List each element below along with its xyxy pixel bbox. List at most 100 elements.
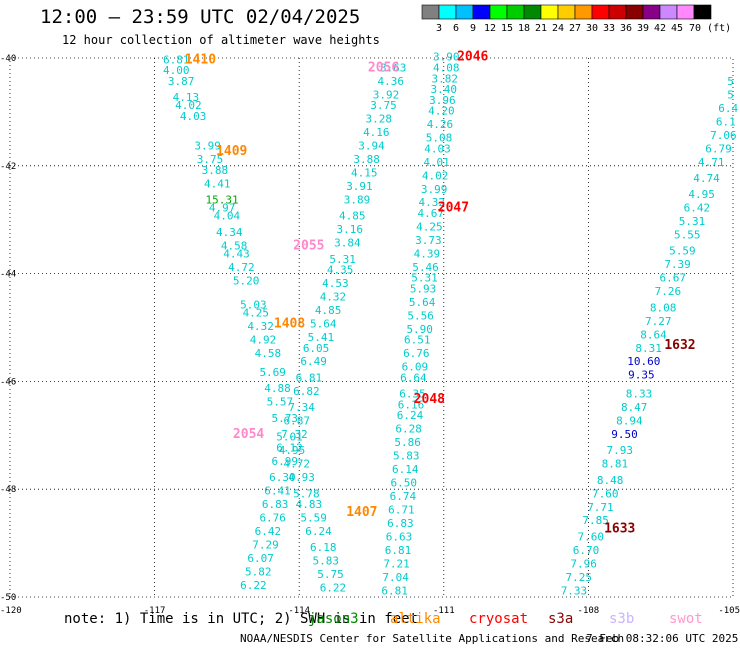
- pass-number-label: 1410: [185, 52, 216, 67]
- swh-value-label: 10.60: [627, 355, 660, 368]
- swh-value-label: 8.08: [650, 301, 677, 314]
- swh-value-label: 5.90: [406, 323, 433, 336]
- plot-frame: [9, 57, 734, 598]
- swh-value-label: 6.63: [386, 530, 413, 543]
- swh-value-label: 4.03: [180, 110, 207, 123]
- swh-value-label: 7.25: [566, 571, 593, 584]
- swh-value-label: 5.75: [317, 568, 344, 581]
- swh-value-label: 3.99: [421, 183, 448, 196]
- timestamp: 7 Feb 08:32:06 UTC 2025: [586, 632, 739, 645]
- pass-number-label: 2046: [457, 50, 488, 65]
- swh-value-label: 6.05: [303, 342, 330, 355]
- colorbar-tick-label: 15: [501, 23, 513, 34]
- swh-value-label: 7.60: [592, 487, 619, 500]
- footer-note: note: 1) Time is in UTC; 2) SWH is in fe…: [64, 611, 419, 627]
- swh-value-label: 7.21: [383, 557, 410, 570]
- swh-value-label: 5.31: [679, 215, 706, 228]
- chart-subtitle: 12 hour collection of altimeter wave hei…: [62, 33, 380, 47]
- swh-value-label: 7.26: [655, 285, 682, 298]
- swh-value-label: 6.28: [395, 423, 422, 436]
- swh-value-label: 5.56: [407, 309, 434, 322]
- swh-value-label: 3.75: [370, 99, 397, 112]
- y-tick-label: -40: [0, 54, 16, 64]
- swh-value-label: 6.4: [718, 102, 738, 115]
- swh-value-label: 4.92: [250, 334, 277, 347]
- x-tick-label: -114: [288, 606, 310, 616]
- y-tick-label: -50: [0, 593, 16, 603]
- swh-value-label: 4.71: [698, 156, 725, 169]
- swh-value-label: 9.50: [611, 428, 638, 441]
- swh-value-label: 4.26: [427, 118, 454, 131]
- swh-value-label: 7.34: [288, 401, 315, 414]
- swh-value-label: 6.74: [390, 490, 417, 503]
- swh-value-label: 5.41: [308, 331, 335, 344]
- swh-value-label: 4.02: [175, 99, 202, 112]
- swh-value-label: 4.88: [264, 382, 291, 395]
- swh-value-label: 6.93: [380, 598, 407, 611]
- swh-value-label: 4.08: [433, 61, 460, 74]
- swh-value-label: 5.78: [293, 487, 320, 500]
- swh-value-label: 4.95: [688, 188, 715, 201]
- swh-value-label: 4.13: [173, 91, 200, 104]
- swh-value-label: 4.25: [416, 220, 443, 233]
- color-bar: 3 6 9 12 15 18 21 24 27 30 33 36 39 42 45 70 (ft): [421, 4, 731, 34]
- swh-value-label: 4.72: [228, 261, 255, 274]
- swh-value-label: 6.83: [262, 498, 289, 511]
- pass-number-label: 2047: [438, 201, 469, 216]
- swh-value-label: 15.31: [206, 194, 239, 207]
- swh-value-label: 4.20: [428, 105, 455, 118]
- swh-value-label: 4.34: [216, 226, 243, 239]
- swh-value-label: 7.39: [664, 258, 691, 271]
- swh-value-label: 4.36: [378, 75, 405, 88]
- swh-value-label: 4.43: [223, 247, 250, 260]
- swh-value-label: 4.01: [423, 156, 450, 169]
- swh-value-label: 3.88: [353, 153, 380, 166]
- pass-number-label: 1409: [216, 144, 247, 159]
- swh-value-label: 6.79: [705, 142, 732, 155]
- swh-value-label: 4.39: [414, 247, 441, 260]
- swh-value-label: 4.35: [327, 264, 354, 277]
- swh-value-label: 4.83: [296, 498, 323, 511]
- swh-value-label: 7.93: [606, 444, 633, 457]
- y-tick-label: -46: [0, 377, 16, 387]
- chart-title: 12:00 – 23:59 UTC 02/04/2025: [40, 6, 361, 28]
- swh-value-label: 7.27: [645, 315, 672, 328]
- swh-value-label: 5.55: [674, 229, 701, 242]
- swh-value-label: 6.71: [388, 503, 415, 516]
- colorbar-tick-label: 36: [620, 23, 632, 34]
- x-tick-label: -108: [578, 606, 600, 616]
- swh-value-label: 3.63: [380, 61, 407, 74]
- swh-value-label: 6.07: [247, 552, 274, 565]
- swh-value-label: 4.15: [351, 167, 378, 180]
- swh-value-label: 6.16: [398, 398, 425, 411]
- swh-value-label: 6.22: [240, 579, 267, 592]
- swh-value-label: 7.29: [252, 538, 279, 551]
- swh-value-label: 6.24: [305, 525, 332, 538]
- swh-value-label: 8.47: [621, 401, 648, 414]
- swh-value-label: 5.03: [240, 299, 267, 312]
- swh-value-label: 3.91: [346, 180, 373, 193]
- swh-value-label: 5.01: [276, 431, 303, 444]
- swh-value-label: 6.87: [284, 415, 311, 428]
- swh-value-label: 8.48: [597, 474, 624, 487]
- swh-value-label: 6.41: [264, 485, 291, 498]
- swh-value-label: 9.35: [628, 369, 655, 382]
- satellite-label-cryosat: cryosat: [469, 611, 529, 627]
- x-tick-label: -120: [0, 606, 22, 616]
- swh-value-label: 4.58: [221, 239, 248, 252]
- swh-value-label: 5.20: [233, 274, 260, 287]
- swh-value-label: 6.18: [310, 541, 337, 554]
- swh-value-label: 3.90: [433, 51, 460, 64]
- swh-value-label: 5.83: [393, 450, 420, 463]
- swh-value-label: 7.96: [570, 557, 597, 570]
- swh-value-label: 3.16: [337, 223, 364, 236]
- swh-value-label: 6.42: [684, 202, 711, 215]
- pass-number-label: 2055: [293, 238, 324, 253]
- swh-value-label: 6.42: [255, 525, 282, 538]
- x-tick-label: -111: [433, 606, 455, 616]
- swh-value-label: 4.53: [322, 277, 349, 290]
- swh-value-label: 3.28: [365, 113, 392, 126]
- swh-value-label: 6.67: [660, 272, 687, 285]
- swh-value-label: 3.94: [358, 140, 385, 153]
- pass-number-label: 1407: [346, 505, 377, 520]
